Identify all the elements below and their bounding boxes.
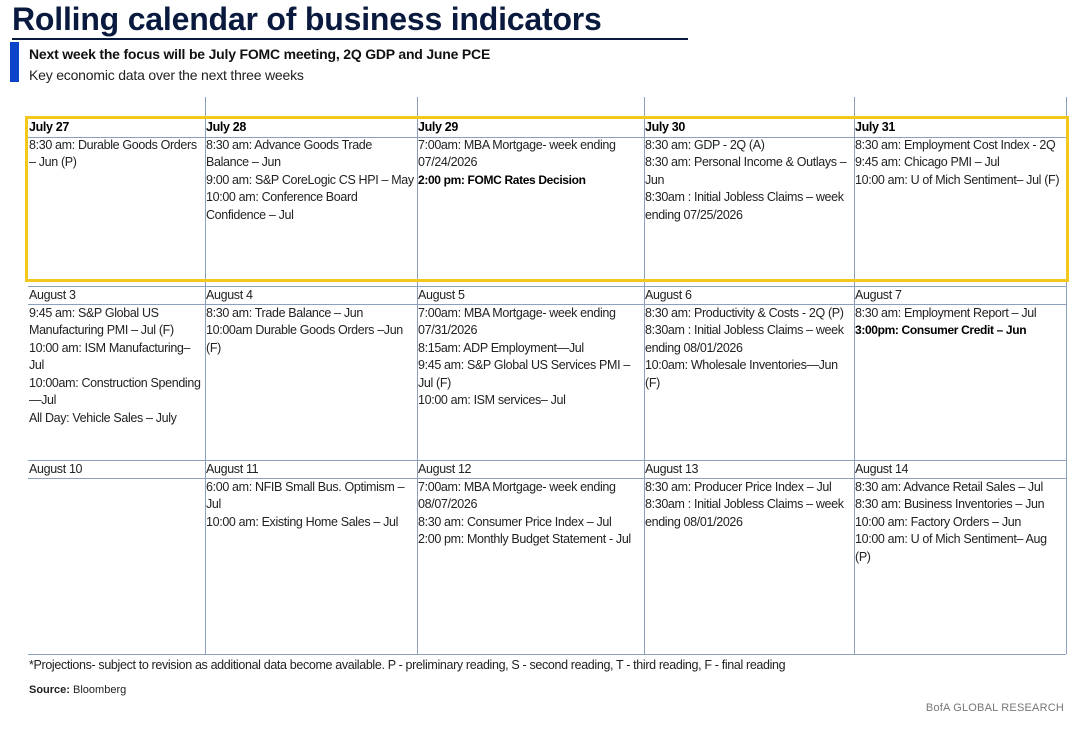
calendar-event: 8:30 am: Durable Goods Orders – Jun (P) [29, 137, 197, 170]
calendar-event: 2:00 pm: FOMC Rates Decision [418, 172, 586, 187]
calendar-event: All Day: Vehicle Sales – July [29, 410, 177, 425]
calendar-event: 10:00 am: Conference Board Confidence – … [206, 190, 358, 222]
calendar-event: 7:00am: MBA Mortgage- week ending 07/31/… [418, 305, 616, 338]
grid-vertical-line [1066, 97, 1067, 654]
calendar-day-cell: August 10 [29, 461, 204, 653]
brand-footer: BofA GLOBAL RESEARCH [925, 702, 1064, 714]
source-value: Bloomberg [73, 684, 127, 696]
calendar-day-cell: August 6 8:30 am: Productivity & Costs - … [645, 287, 853, 459]
calendar-event: 8:30am : Initial Jobless Claims – week e… [645, 190, 844, 222]
calendar-event: 8:30 am: Employment Cost Index - 2Q [855, 137, 1056, 152]
date-underline [28, 478, 1066, 479]
calendar-event: 2:00 pm: Monthly Budget Statement - Jul [418, 532, 631, 546]
calendar-event: 9:45 am: S&P Global US Manufacturing PMI… [29, 305, 174, 338]
chart-description: Key economic data over the next three we… [29, 67, 304, 83]
calendar-event: 10:00 am: U of Mich Sentiment– Jul (F) [855, 172, 1060, 187]
calendar-day-cell: July 30 8:30 am: GDP - 2Q (A) 8:30 am: Per… [645, 119, 853, 285]
calendar-day-cell: July 27 8:30 am: Durable Goods Orders – J… [29, 119, 204, 285]
day-date: August 10 [29, 462, 83, 476]
calendar-event: 10:00am: Construction Spending—Jul [29, 375, 201, 408]
grid-vertical-line [205, 97, 206, 654]
calendar-day-cell: July 31 8:30 am: Employment Cost Index - … [855, 119, 1065, 285]
calendar-event: 8:30am : Initial Jobless Claims – week e… [645, 497, 844, 529]
grid-vertical-line [417, 97, 418, 654]
calendar-day-cell: August 13 8:30 am: Producer Price Index –… [645, 461, 853, 653]
calendar-event: 9:45 am: Chicago PMI – Jul [855, 155, 1000, 169]
day-date: July 31 [855, 120, 895, 134]
day-date: August 13 [645, 462, 699, 476]
calendar-grid: July 27 8:30 am: Durable Goods Orders – J… [28, 97, 1067, 655]
day-date: August 7 [855, 288, 902, 302]
calendar-day-cell: July 29 7:00am: MBA Mortgage- week ending… [418, 119, 643, 285]
calendar-event: 10:00 am: Existing Home Sales – Jul [206, 514, 399, 529]
day-date: August 4 [206, 288, 253, 302]
calendar-event: 8:30 am: Business Inventories – Jun [855, 497, 1045, 511]
grid-vertical-line [854, 97, 855, 654]
source-label: Source: [29, 684, 70, 696]
week-separator [28, 286, 1066, 287]
calendar-event: 7:00am: MBA Mortgage- week ending 08/07/… [418, 479, 616, 512]
calendar-event: 10:00 am: U of Mich Sentiment– Aug (P) [855, 532, 1047, 564]
calendar-day-cell: August 4 8:30 am: Trade Balance – Jun 10:0… [206, 287, 416, 459]
calendar-event: 8:30am : Initial Jobless Claims – week e… [645, 323, 844, 355]
calendar-day-cell: August 12 7:00am: MBA Mortgage- week endi… [418, 461, 643, 653]
calendar-event: 10:00 am: ISM services– Jul [418, 393, 566, 407]
calendar-day-cell: July 28 8:30 am: Advance Goods Trade Bala… [206, 119, 416, 285]
date-underline [28, 304, 1066, 305]
calendar-day-cell: August 7 8:30 am: Employment Report – Jul… [855, 287, 1065, 459]
calendar-event: 8:30 am: Advance Goods Trade Balance – J… [206, 137, 373, 170]
day-date: August 5 [418, 288, 465, 302]
calendar-event: 10:0am: Wholesale Inventories—Jun (F) [645, 358, 838, 390]
calendar-event: 8:15am: ADP Employment—Jul [418, 340, 584, 355]
week-separator [28, 460, 1066, 461]
calendar-event: 9:00 am: S&P CoreLogic CS HPI – May [206, 172, 414, 187]
day-date: July 30 [645, 120, 685, 134]
calendar-event: 8:30 am: Advance Retail Sales – Jul [855, 479, 1043, 494]
calendar-event: 3:00pm: Consumer Credit – Jun [855, 323, 1027, 337]
day-date: August 11 [206, 462, 259, 476]
calendar-event: 10:00am Durable Goods Orders –Jun (F) [206, 323, 403, 355]
page-title: Rolling calendar of business indicators [12, 0, 688, 40]
day-date: August 12 [418, 462, 472, 476]
calendar-event: 7:00am: MBA Mortgage- week ending 07/24/… [418, 137, 616, 170]
grid-bottom-line [28, 654, 1066, 655]
day-date: August 6 [645, 288, 692, 302]
calendar-event: 8:30 am: Consumer Price Index – Jul [418, 514, 612, 529]
calendar-event: 6:00 am: NFIB Small Bus. Optimism – Jul [206, 479, 405, 512]
footnote: *Projections- subject to revision as add… [29, 658, 786, 672]
calendar-event: 8:30 am: Trade Balance – Jun [206, 305, 363, 320]
day-date: August 14 [855, 462, 909, 476]
calendar-event: 9:45 am: S&P Global US Services PMI – Ju… [418, 358, 630, 390]
calendar-event: 8:30 am: GDP - 2Q (A) [645, 137, 765, 152]
calendar-event: 8:30 am: Employment Report – Jul [855, 305, 1037, 320]
calendar-event: 10:00 am: Factory Orders – Jun [855, 514, 1021, 529]
calendar-event: 8:30 am: Producer Price Index – Jul [645, 479, 832, 494]
day-date: July 28 [206, 120, 246, 134]
day-date: July 29 [418, 120, 458, 134]
date-underline [28, 137, 1066, 138]
calendar-day-cell: August 3 9:45 am: S&P Global US Manufactu… [29, 287, 204, 459]
calendar-event: 10:00 am: ISM Manufacturing– Jul [29, 340, 191, 373]
day-date: July 27 [29, 120, 69, 134]
chart-subtitle: Next week the focus will be July FOMC me… [29, 46, 491, 62]
calendar-day-cell: August 14 8:30 am: Advance Retail Sales –… [855, 461, 1065, 653]
day-date: August 3 [29, 288, 76, 302]
highlight-week-box [25, 116, 1069, 282]
accent-bar [10, 42, 19, 82]
calendar-event: 8:30 am: Productivity & Costs - 2Q (P) [645, 305, 844, 320]
calendar-event: 8:30 am: Personal Income & Outlays – Jun [645, 155, 847, 187]
calendar-day-cell: August 5 7:00am: MBA Mortgage- week endin… [418, 287, 643, 459]
grid-vertical-line [644, 97, 645, 654]
source-line: Source: Bloomberg [29, 683, 126, 698]
calendar-day-cell: August 11 6:00 am: NFIB Small Bus. Optimi… [206, 461, 416, 653]
